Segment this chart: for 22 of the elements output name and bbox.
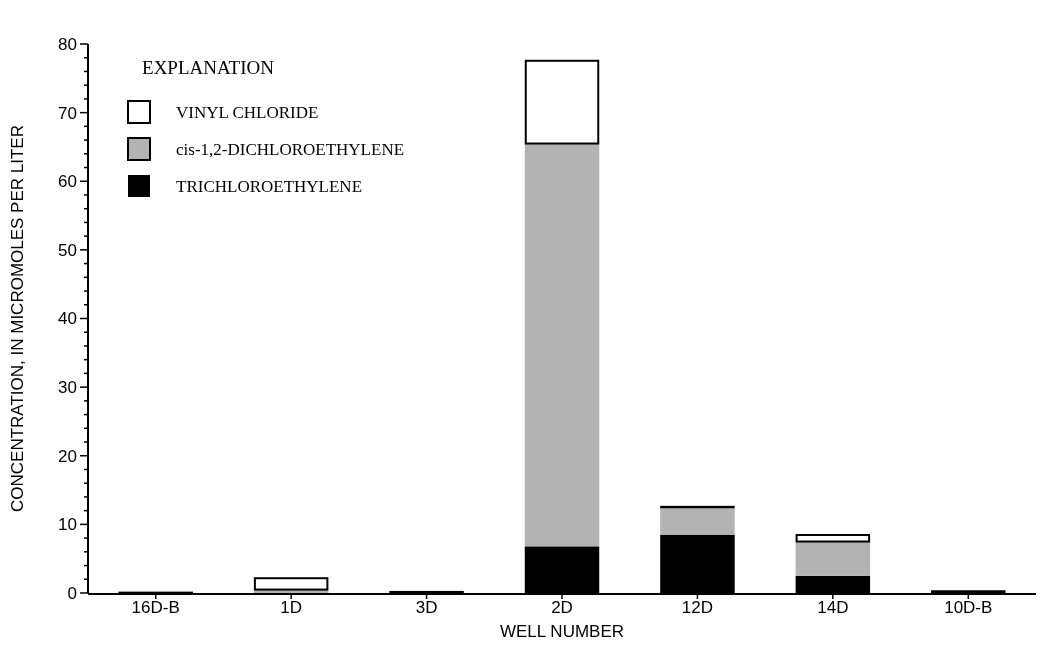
y-tick-label: 60 xyxy=(58,172,77,192)
x-tick-label: 12D xyxy=(681,598,714,617)
legend-title: EXPLANATION xyxy=(142,57,275,78)
y-tick-label: 50 xyxy=(58,240,77,260)
y-tick-label: 40 xyxy=(58,309,77,329)
y-tick-label: 70 xyxy=(58,103,77,123)
y-tick-label: 20 xyxy=(58,446,77,466)
x-tick-label: 14D xyxy=(817,598,849,617)
x-tick-label: 2D xyxy=(551,598,573,617)
x-tick-label: 10D-B xyxy=(944,598,993,617)
y-tick-label: 30 xyxy=(58,378,77,398)
x-tick-label: 3D xyxy=(415,598,438,617)
x-tick-label: 16D-B xyxy=(131,598,180,617)
y-tick-label: 0 xyxy=(67,583,77,603)
legend-label: VINYL CHLORIDE xyxy=(176,103,319,122)
legend-label: TRICHLOROETHYLENE xyxy=(176,177,363,196)
y-axis-title: CONCENTRATION, IN MICROMOLES PER LITER xyxy=(8,125,27,512)
legend-label: cis-1,2-DICHLOROETHYLENE xyxy=(176,140,405,159)
x-axis-title: WELL NUMBER xyxy=(499,622,625,641)
y-tick-label: 10 xyxy=(58,515,77,535)
y-tick-label: 80 xyxy=(58,34,77,54)
x-tick-label: 1D xyxy=(280,598,303,617)
